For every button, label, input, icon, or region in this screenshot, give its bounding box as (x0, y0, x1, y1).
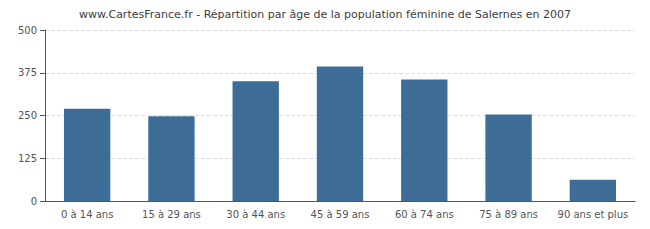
svg-text:125: 125 (18, 153, 37, 164)
svg-text:500: 500 (18, 25, 37, 36)
svg-text:www.CartesFrance.fr - Répartit: www.CartesFrance.fr - Répartition par âg… (79, 8, 571, 21)
svg-text:90 ans et plus: 90 ans et plus (558, 209, 629, 220)
svg-text:0 à 14 ans: 0 à 14 ans (61, 209, 113, 220)
svg-text:45 à 59 ans: 45 à 59 ans (311, 209, 370, 220)
svg-text:15 à 29 ans: 15 à 29 ans (142, 209, 201, 220)
svg-text:60 à 74 ans: 60 à 74 ans (395, 209, 454, 220)
svg-text:30 à 44 ans: 30 à 44 ans (226, 209, 285, 220)
svg-text:75 à 89 ans: 75 à 89 ans (479, 209, 538, 220)
svg-text:250: 250 (18, 110, 37, 121)
svg-text:375: 375 (18, 67, 37, 78)
svg-text:0: 0 (31, 196, 37, 207)
